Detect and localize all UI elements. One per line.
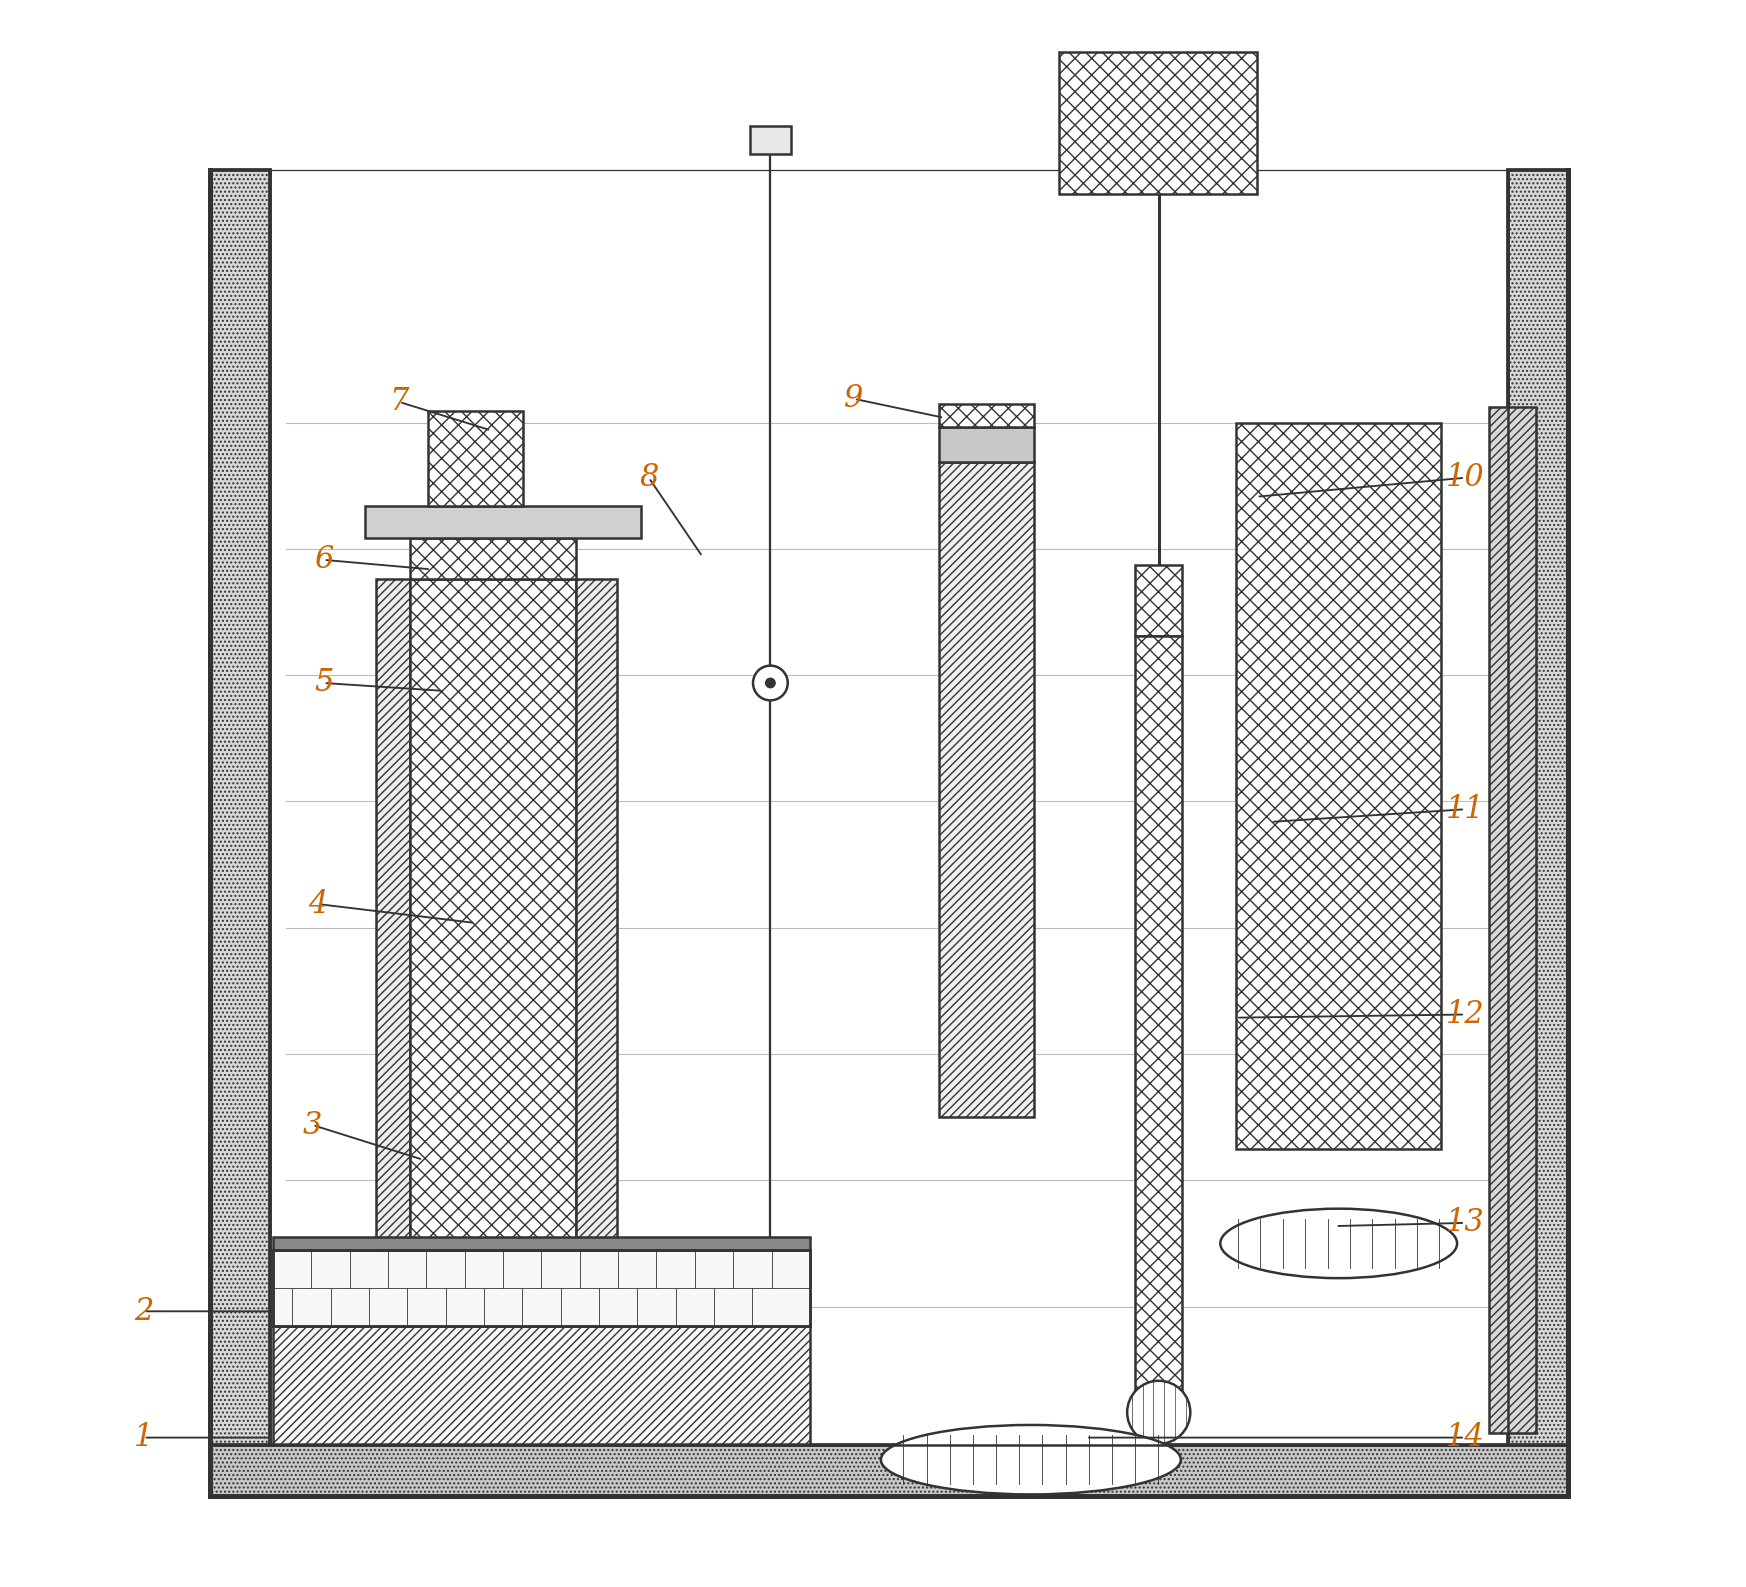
- Bar: [272, 1325, 810, 1444]
- Text: 12: 12: [1446, 998, 1484, 1030]
- Bar: [210, 170, 271, 1446]
- Circle shape: [1128, 1381, 1191, 1444]
- Text: 3: 3: [302, 1109, 323, 1141]
- Text: 2: 2: [134, 1297, 154, 1327]
- Text: 11: 11: [1446, 794, 1484, 825]
- Bar: [576, 579, 618, 1249]
- Text: 1: 1: [134, 1422, 154, 1454]
- Circle shape: [753, 665, 787, 700]
- Bar: [1489, 406, 1536, 1433]
- Text: 9: 9: [845, 384, 864, 414]
- Bar: [1135, 565, 1182, 636]
- Bar: [428, 411, 522, 506]
- Bar: [1236, 422, 1440, 1149]
- Bar: [272, 1249, 810, 1325]
- Text: 7: 7: [389, 387, 409, 417]
- Bar: [272, 1238, 810, 1249]
- Bar: [1507, 170, 1568, 1446]
- Bar: [939, 427, 1034, 462]
- Ellipse shape: [1220, 1209, 1458, 1278]
- Bar: [375, 579, 410, 1249]
- Text: 14: 14: [1446, 1422, 1484, 1454]
- Text: 5: 5: [314, 668, 333, 698]
- Text: 13: 13: [1446, 1208, 1484, 1238]
- Ellipse shape: [882, 1425, 1180, 1495]
- Bar: [410, 579, 576, 1249]
- Text: 6: 6: [314, 544, 333, 576]
- Bar: [749, 125, 791, 154]
- Bar: [272, 1249, 810, 1325]
- Bar: [365, 506, 641, 538]
- Bar: [1135, 636, 1182, 1393]
- Bar: [1060, 51, 1257, 194]
- Bar: [939, 462, 1034, 1117]
- Circle shape: [766, 678, 775, 687]
- Bar: [210, 1446, 1568, 1497]
- Text: 4: 4: [307, 889, 327, 919]
- Text: 10: 10: [1446, 462, 1484, 494]
- Bar: [939, 403, 1034, 427]
- Text: 8: 8: [639, 462, 658, 494]
- Bar: [410, 538, 576, 579]
